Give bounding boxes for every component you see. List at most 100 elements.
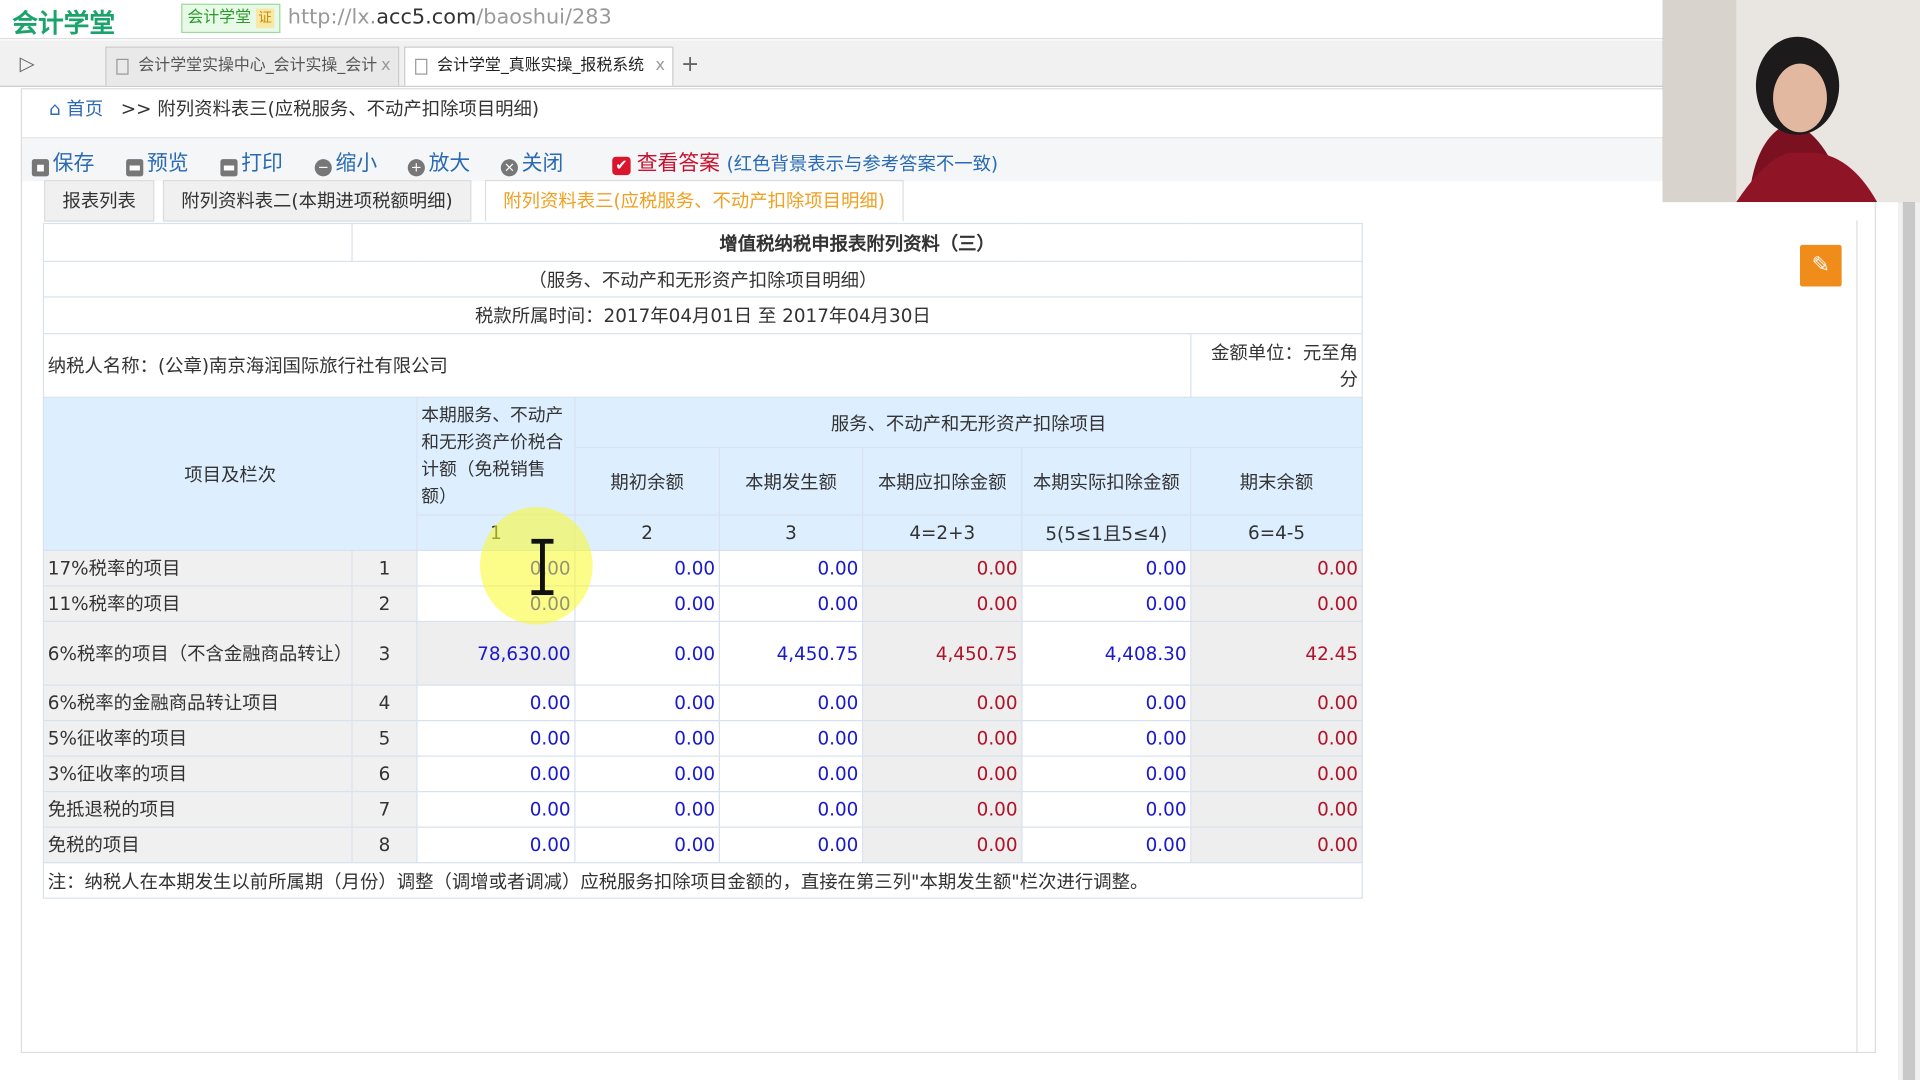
cell-col3[interactable]: 0.00 <box>718 791 864 828</box>
header-col3: 本期发生额 <box>718 446 864 516</box>
form-subtitle: （服务、不动产和无形资产扣除项目明细） <box>42 260 1363 298</box>
cell-col2[interactable]: 0.00 <box>574 791 721 828</box>
cell-col2[interactable]: 0.00 <box>574 585 721 623</box>
cell-col4: 0.00 <box>862 549 1023 587</box>
toolbar <box>22 137 1875 182</box>
new-tab-button[interactable]: + <box>680 51 700 78</box>
form-note: 注：纳税人在本期发生以前所属期（月份）调整（调增或者调减）应税服务扣除项目金额的… <box>42 862 1363 899</box>
browser-tab-1[interactable]: 会计学堂实操中心_会计实操_会计 x <box>105 46 400 86</box>
print-label: 打印 <box>241 151 283 177</box>
row-number: 8 <box>351 826 418 864</box>
cell-col4: 0.00 <box>862 720 1023 757</box>
site-badge: 会计学堂证 <box>181 3 281 34</box>
cell-col1[interactable]: 0.00 <box>416 585 576 623</box>
cell-col5[interactable]: 0.00 <box>1021 826 1192 864</box>
cell-col6: 0.00 <box>1190 826 1363 864</box>
row-label: 5%征收率的项目 <box>42 720 353 757</box>
table-row: 免税的项目 8 0.00 0.00 0.00 0.00 0.00 0.00 <box>42 826 1363 864</box>
cell-col2[interactable]: 0.00 <box>574 620 721 686</box>
zoom-in-button[interactable]: + 放大 <box>407 146 470 177</box>
close-tab-icon[interactable]: x <box>381 56 391 75</box>
cell-col3[interactable]: 0.00 <box>718 826 864 864</box>
cell-col3[interactable]: 0.00 <box>718 684 864 722</box>
cell-col2[interactable]: 0.00 <box>574 684 721 722</box>
url-field[interactable]: http://lx.acc5.com/baoshui/283 <box>287 4 612 30</box>
tab-report-list[interactable]: 报表列表 <box>44 180 155 222</box>
save-button[interactable]: ▪ 保存 <box>31 146 94 177</box>
row-label: 3%征收率的项目 <box>42 755 353 793</box>
preview-button[interactable]: ▬ 预览 <box>126 146 189 177</box>
breadcrumb-current: 附列资料表三(应税服务、不动产扣除项目明细) <box>157 97 540 121</box>
cell-col1[interactable]: 0.00 <box>416 684 576 722</box>
brush-icon[interactable]: ✎ <box>1800 244 1842 287</box>
sidebar-toggle-icon[interactable]: ▷ <box>19 51 35 75</box>
tab-schedule-3[interactable]: 附列资料表三(应税服务、不动产扣除项目明细) <box>484 180 904 222</box>
row-number: 1 <box>351 549 418 587</box>
cell-col1[interactable]: 0.00 <box>416 720 576 757</box>
cell-col3[interactable]: 0.00 <box>718 585 864 623</box>
browser-tab-2[interactable]: 会计学堂_真账实操_报税系统 x <box>404 46 674 86</box>
show-answer-checkbox[interactable]: ✔ 查看答案 (红色背景表示与参考答案不一致) <box>612 146 999 176</box>
cell-col3[interactable]: 0.00 <box>718 549 864 587</box>
cell-col1[interactable]: 0.00 <box>416 755 576 793</box>
row-number: 2 <box>351 585 418 623</box>
cell-col5[interactable]: 0.00 <box>1021 684 1192 722</box>
scrollbar-thumb[interactable] <box>1902 202 1916 1080</box>
cell-col1[interactable]: 78,630.00 <box>416 620 576 686</box>
zoom-out-button[interactable]: − 缩小 <box>314 146 377 177</box>
cell-col3[interactable]: 0.00 <box>718 720 864 757</box>
tax-form-table: 增值税纳税申报表附列资料（三） （服务、不动产和无形资产扣除项目明细） 税款所属… <box>42 222 1363 899</box>
cell-col5[interactable]: 0.00 <box>1021 585 1192 623</box>
url-domain: acc5.com <box>376 4 477 30</box>
cell-col6: 42.45 <box>1190 620 1363 686</box>
cell-col2[interactable]: 0.00 <box>574 755 721 793</box>
row-label: 免税的项目 <box>42 826 353 864</box>
preview-label: 预览 <box>146 151 189 177</box>
cell-col4: 0.00 <box>862 791 1023 828</box>
page-icon <box>415 58 428 75</box>
row-number: 7 <box>351 791 418 828</box>
cell-col2[interactable]: 0.00 <box>574 720 721 757</box>
print-button[interactable]: ▬ 打印 <box>220 146 283 177</box>
home-label: 首页 <box>66 97 104 121</box>
col-index: 2 <box>574 514 721 552</box>
url-prefix: http://lx. <box>287 4 377 30</box>
close-tab-icon[interactable]: x <box>655 56 665 75</box>
cell-col3[interactable]: 0.00 <box>718 755 864 793</box>
cell-col1[interactable]: 0.00 <box>416 549 576 587</box>
minus-circle-icon: − <box>314 159 332 177</box>
breadcrumb-sep: >> <box>120 97 152 121</box>
cell-col2[interactable]: 0.00 <box>574 549 721 587</box>
scrollbar[interactable] <box>1897 202 1920 1080</box>
cell-col6: 0.00 <box>1190 684 1363 722</box>
cell-col4: 0.00 <box>862 755 1023 793</box>
header-col2: 期初余额 <box>574 446 721 516</box>
header-group: 服务、不动产和无形资产扣除项目 <box>574 396 1363 449</box>
tab-schedule-2[interactable]: 附列资料表二(本期进项税额明细) <box>162 180 472 222</box>
cell-col1[interactable]: 0.00 <box>416 826 576 864</box>
answer-hint: (红色背景表示与参考答案不一致) <box>726 153 999 176</box>
divider <box>1856 220 1858 1054</box>
col-index: 3 <box>718 514 864 552</box>
form-title: 增值税纳税申报表附列资料（三） <box>351 222 1363 263</box>
cell-col2[interactable]: 0.00 <box>574 826 721 864</box>
cell-col5[interactable]: 0.00 <box>1021 549 1192 587</box>
presenter-image <box>1662 0 1920 203</box>
cell-col3[interactable]: 4,450.75 <box>718 620 864 686</box>
breadcrumb-home[interactable]: ⌂ 首页 <box>48 97 104 121</box>
cell-col1[interactable]: 0.00 <box>416 791 576 828</box>
close-button[interactable]: × 关闭 <box>500 146 563 177</box>
row-number: 5 <box>351 720 418 757</box>
cell-col6: 0.00 <box>1190 791 1363 828</box>
url-path: /baoshui/283 <box>476 4 612 30</box>
cell-col5[interactable]: 0.00 <box>1021 791 1192 828</box>
cell-col5[interactable]: 4,408.30 <box>1021 620 1192 686</box>
tab-label: 会计学堂_真账实操_报税系统 <box>437 56 645 75</box>
save-icon: ▪ <box>31 159 49 177</box>
header-item: 项目及栏次 <box>42 396 418 552</box>
row-number: 6 <box>351 755 418 793</box>
checkbox-checked-icon[interactable]: ✔ <box>612 156 631 176</box>
header-col1: 本期服务、不动产和无形资产价税合计额（免税销售额） <box>416 396 576 516</box>
cell-col5[interactable]: 0.00 <box>1021 755 1192 793</box>
cell-col5[interactable]: 0.00 <box>1021 720 1192 757</box>
